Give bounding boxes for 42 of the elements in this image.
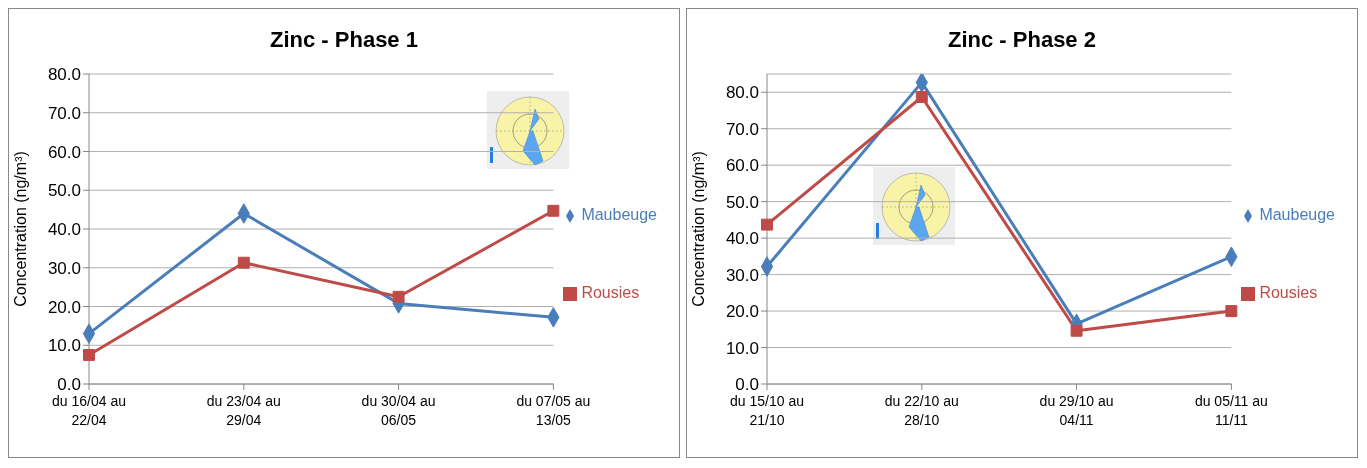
y-tick-label: 40.0 (725, 229, 759, 249)
legend-label: Maubeuge (581, 206, 657, 223)
y-tick-label: 10.0 (725, 338, 759, 358)
y-tick-label: 40.0 (47, 220, 81, 240)
x-tick-label: du 22/10 au 28/10 (884, 393, 959, 428)
y-tick-label: 0.0 (735, 375, 759, 395)
point (237, 256, 250, 269)
legend-label: Maubeuge (1259, 206, 1335, 223)
y-tick-label: 80.0 (47, 65, 81, 85)
y-axis-title: Concentration (ng/m³) (689, 151, 707, 307)
x-tick-label: du 16/04 au 22/04 (52, 393, 126, 428)
y-tick-label: 70.0 (725, 119, 759, 139)
y-tick-label: 60.0 (725, 156, 759, 176)
y-tick-label: 50.0 (725, 192, 759, 212)
y-tick-label: 30.0 (725, 265, 759, 285)
y-tick-label: 0.0 (57, 375, 81, 395)
point (547, 204, 560, 217)
point (761, 218, 773, 231)
y-tick-label: 80.0 (725, 83, 759, 103)
y-tick-label: 70.0 (47, 103, 81, 123)
y-axis-title: Concentration (ng/m³) (11, 151, 29, 307)
x-tick-label: du 29/10 au 04/11 (1039, 393, 1114, 428)
y-tick-label: 60.0 (47, 142, 81, 162)
point (392, 290, 405, 303)
x-tick-label: du 05/11 au 11/11 (1194, 393, 1268, 428)
legend-label: Rousies (1259, 284, 1318, 301)
chart-title: Zinc - Phase 1 (269, 27, 419, 53)
y-tick-label: 20.0 (47, 297, 81, 317)
x-tick-label: du 30/04 au 06/05 (361, 393, 436, 428)
x-tick-label: du 23/04 au 29/04 (206, 393, 281, 428)
y-tick-label: 20.0 (725, 302, 759, 322)
point (1225, 305, 1238, 318)
x-tick-label: du 15/10 au 21/10 (730, 393, 804, 428)
x-tick-label: du 07/05 au 13/05 (516, 393, 591, 428)
y-tick-label: 50.0 (47, 181, 81, 201)
point (1070, 324, 1083, 337)
chart-title: Zinc - Phase 2 (947, 27, 1097, 53)
point (915, 91, 928, 103)
legend-label: Rousies (581, 284, 640, 301)
y-tick-label: 10.0 (47, 336, 81, 356)
point (83, 348, 95, 361)
y-tick-label: 30.0 (47, 258, 81, 278)
